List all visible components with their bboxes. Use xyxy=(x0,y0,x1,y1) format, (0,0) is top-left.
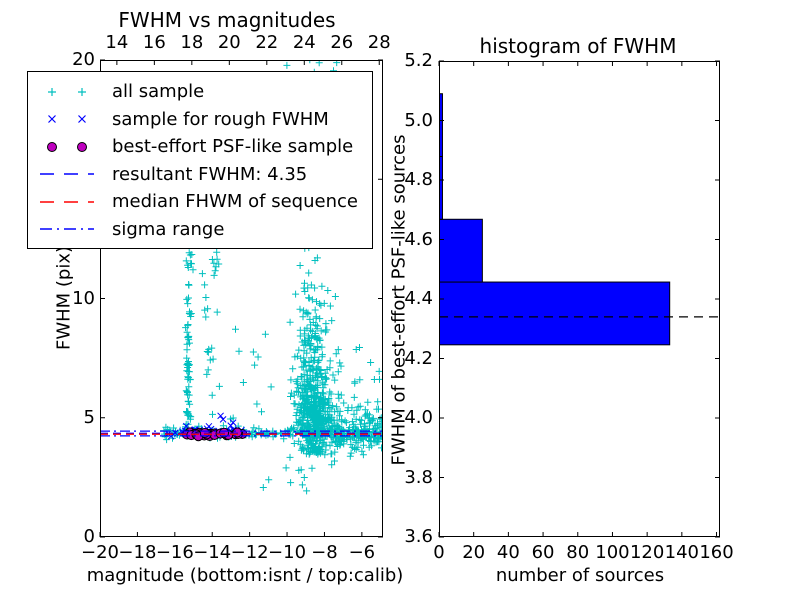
right-xaxis-tick-label: 160 xyxy=(699,542,734,563)
legend-box: all sample sample for rough FWHM best-effo… xyxy=(27,71,373,249)
dashed-legend-sample-icon xyxy=(40,201,94,203)
legend-label: all sample xyxy=(112,81,205,103)
left-topaxis-tick-label: 18 xyxy=(180,32,204,53)
legend-label: sigma range xyxy=(112,218,225,240)
left-plot-xlabel: magnitude (bottom:isnt / top:calib) xyxy=(86,565,404,586)
right-xaxis-tick-label: 140 xyxy=(664,542,700,563)
right-yaxis-tick-label: 4.4 xyxy=(404,288,433,309)
histogram-bar xyxy=(439,93,443,157)
right-yaxis-tick-label: 3.6 xyxy=(404,526,433,547)
right-yaxis-tick-label: 4.6 xyxy=(404,228,433,250)
left-yaxis-tick-label: 0 xyxy=(83,526,95,547)
right-xaxis-tick-label: 20 xyxy=(462,542,486,563)
left-topaxis-tick-label: 28 xyxy=(367,32,391,53)
left-yaxis-tick-label: 20 xyxy=(72,49,95,70)
histogram-bar xyxy=(439,281,671,346)
left-topaxis-tick-label: 26 xyxy=(330,32,354,53)
right-plot-xlabel: number of sources xyxy=(495,565,665,586)
left-xaxis-tick-label: −8 xyxy=(311,542,338,563)
legend-entry: best-effort PSF-like sample xyxy=(28,133,372,161)
histogram-bar xyxy=(439,218,483,283)
left-plot-title: FWHM vs magnitudes xyxy=(118,8,336,32)
left-xaxis-tick-label: −18 xyxy=(118,542,157,563)
legend-entry: sample for rough FWHM xyxy=(28,106,372,134)
right-xaxis-tick-label: 120 xyxy=(629,542,665,563)
right-plot-title: histogram of FWHM xyxy=(479,34,677,58)
left-xaxis-tick-label: −20 xyxy=(81,542,119,563)
left-topaxis-tick-label: 22 xyxy=(255,32,279,53)
legend-entry: all sample xyxy=(28,78,372,106)
circle-legend-sample-icon xyxy=(47,141,87,152)
x-legend-sample-icon xyxy=(48,115,86,124)
left-xaxis-tick-label: −6 xyxy=(348,542,376,563)
left-xaxis-tick-label: −10 xyxy=(268,542,307,563)
legend-label: median FHWM of sequence xyxy=(112,191,358,213)
right-xaxis-tick-label: 40 xyxy=(496,542,520,563)
legend-entry: resultant FWHM: 4.35 xyxy=(28,161,372,189)
right-xaxis-tick-label: 60 xyxy=(531,542,555,563)
left-yaxis-tick-label: 5 xyxy=(83,406,95,428)
legend-entry: median FHWM of sequence xyxy=(28,188,372,216)
right-plot-axes xyxy=(439,61,720,537)
left-xaxis-tick-label: −14 xyxy=(193,542,232,563)
legend-label: resultant FWHM: 4.35 xyxy=(112,163,308,185)
right-xaxis-tick-label: 100 xyxy=(595,542,630,563)
left-yaxis-tick-label: 10 xyxy=(72,287,95,309)
plus-legend-sample-icon xyxy=(48,87,86,96)
legend-entry: sigma range xyxy=(28,216,372,244)
right-yaxis-tick-label: 5.0 xyxy=(404,109,433,131)
left-topaxis-tick-label: 14 xyxy=(105,32,129,53)
legend-label: sample for rough FWHM xyxy=(112,108,329,130)
right-yaxis-tick-label: 4.0 xyxy=(404,407,433,428)
legend-label: best-effort PSF-like sample xyxy=(112,136,354,158)
right-xaxis-tick-label: 0 xyxy=(433,542,445,563)
left-topaxis-tick-label: 24 xyxy=(292,32,316,53)
right-xaxis-tick-label: 80 xyxy=(566,542,590,563)
left-topaxis-tick-label: 20 xyxy=(217,32,241,53)
right-yaxis-tick-label: 3.8 xyxy=(404,466,433,488)
right-yaxis-tick-label: 4.2 xyxy=(404,347,433,369)
right-yaxis-tick-label: 5.2 xyxy=(404,50,433,71)
left-xaxis-tick-label: −12 xyxy=(230,542,269,563)
right-yaxis-tick-label: 4.8 xyxy=(404,169,433,190)
left-xaxis-tick-label: −16 xyxy=(155,542,194,563)
dashed-legend-sample-icon xyxy=(40,173,94,175)
left-topaxis-tick-label: 16 xyxy=(142,32,166,53)
left-plot-axes xyxy=(100,60,383,537)
dashdot-legend-sample-icon xyxy=(40,228,94,230)
